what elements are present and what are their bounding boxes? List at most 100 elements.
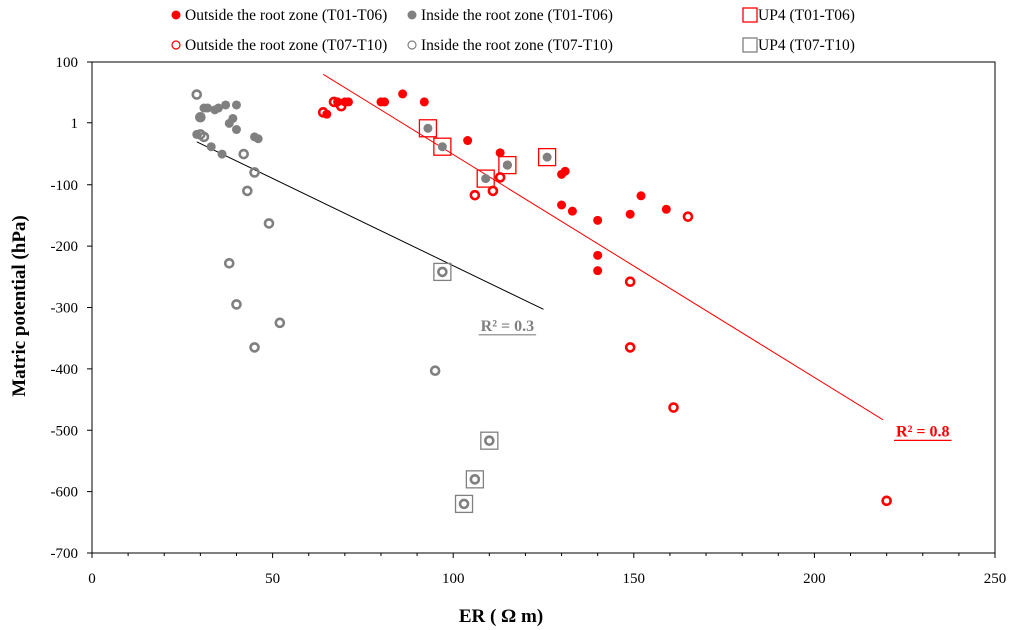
legend-label: Outside the root zone (T01-T06): [185, 7, 387, 24]
data-point: [458, 498, 470, 510]
legend-marker: [171, 10, 181, 20]
annotations: R² = 0.3 R² = 0.8: [478, 318, 952, 441]
data-point: [398, 89, 408, 99]
data-point: [335, 100, 347, 112]
legend-marker: [742, 7, 758, 23]
data-point: [380, 97, 390, 107]
data-points: [191, 89, 892, 514]
data-point: [231, 100, 241, 110]
data-point: [593, 250, 603, 260]
y-tick-label: -400: [51, 362, 79, 378]
data-point: [495, 148, 505, 158]
data-point: [454, 494, 474, 514]
y-tick-label: -600: [51, 485, 79, 501]
data-point: [228, 113, 238, 123]
legend-marker: [407, 10, 417, 20]
data-point: [682, 211, 694, 222]
data-point: [418, 119, 438, 138]
trendline: [322, 73, 884, 421]
data-point: [469, 474, 481, 485]
y-tick-label: -500: [51, 423, 79, 439]
y-tick-label: -700: [51, 546, 79, 562]
data-point: [593, 266, 603, 276]
x-tick-label: 250: [984, 571, 1007, 587]
legend-label: UP4 (T07-T10): [758, 37, 855, 54]
y-tick-label: 1: [71, 116, 79, 132]
data-point: [463, 136, 473, 146]
y-axis-title: Matric potential (hPa): [9, 215, 30, 397]
data-point: [437, 142, 447, 152]
data-point: [624, 342, 636, 353]
data-point: [469, 189, 481, 201]
data-point: [476, 169, 495, 188]
data-point: [343, 97, 353, 107]
data-point: [542, 152, 552, 162]
legend-marker: [171, 40, 181, 50]
data-point: [231, 299, 242, 310]
x-tick-label: 0: [88, 571, 96, 587]
data-point: [537, 147, 557, 167]
y-tick-label: -200: [51, 239, 79, 255]
data-point: [624, 276, 636, 288]
data-point: [328, 96, 340, 108]
legend-marker: [407, 40, 417, 50]
data-point: [502, 160, 512, 170]
plot-border: [91, 61, 996, 554]
data-point: [433, 137, 452, 156]
data-point: [249, 342, 260, 353]
data-point: [419, 97, 429, 107]
data-point: [242, 185, 253, 197]
legend-label: Outside the root zone (T07-T10): [185, 37, 387, 54]
legend: Outside the root zone (T01-T06) Inside th…: [171, 7, 855, 54]
data-point: [191, 89, 203, 100]
data-point: [625, 209, 635, 219]
legend-marker: [742, 37, 758, 53]
y-tick-label: -300: [51, 301, 79, 317]
data-point: [668, 402, 679, 413]
data-point: [484, 435, 495, 446]
x-axis: 0 50 100 150 200 250: [88, 553, 1006, 587]
data-point: [465, 470, 485, 489]
data-point: [494, 172, 506, 183]
data-point: [433, 262, 452, 282]
data-point: [498, 155, 517, 175]
data-point: [217, 149, 227, 159]
data-point: [203, 103, 213, 113]
r-squared-label: R² = 0.3: [481, 318, 534, 335]
y-axis: 100 1 -100 -200 -300 -400 -500 -600 -700: [51, 55, 92, 562]
data-point: [661, 204, 671, 214]
data-point: [238, 148, 250, 160]
data-point: [437, 266, 448, 278]
data-point: [487, 185, 499, 197]
data-point: [231, 125, 241, 135]
trendline: [196, 141, 544, 310]
y-tick-label: 100: [56, 55, 79, 71]
y-tick-label: -100: [51, 178, 79, 194]
data-point: [317, 107, 329, 118]
x-axis-title: ER ( Ω m): [459, 606, 543, 627]
data-point: [429, 365, 441, 377]
data-point: [249, 167, 260, 178]
data-point: [881, 495, 892, 507]
data-point: [567, 206, 577, 216]
data-point: [274, 317, 286, 329]
data-point: [263, 218, 275, 229]
data-point: [195, 111, 206, 123]
data-point: [481, 174, 491, 184]
legend-label: Inside the root zone (T07-T10): [421, 37, 613, 54]
r-squared-label: R² = 0.8: [896, 423, 949, 440]
data-point: [221, 100, 231, 110]
x-tick-label: 50: [265, 571, 280, 587]
data-point: [223, 258, 235, 269]
data-point: [636, 191, 646, 201]
data-point: [560, 166, 570, 176]
data-point: [423, 123, 433, 133]
data-point: [198, 131, 210, 143]
data-point: [480, 431, 499, 450]
x-tick-label: 200: [803, 571, 826, 587]
data-point: [206, 142, 216, 152]
data-point: [557, 200, 567, 210]
data-point: [593, 215, 603, 225]
trendlines: [196, 73, 884, 421]
